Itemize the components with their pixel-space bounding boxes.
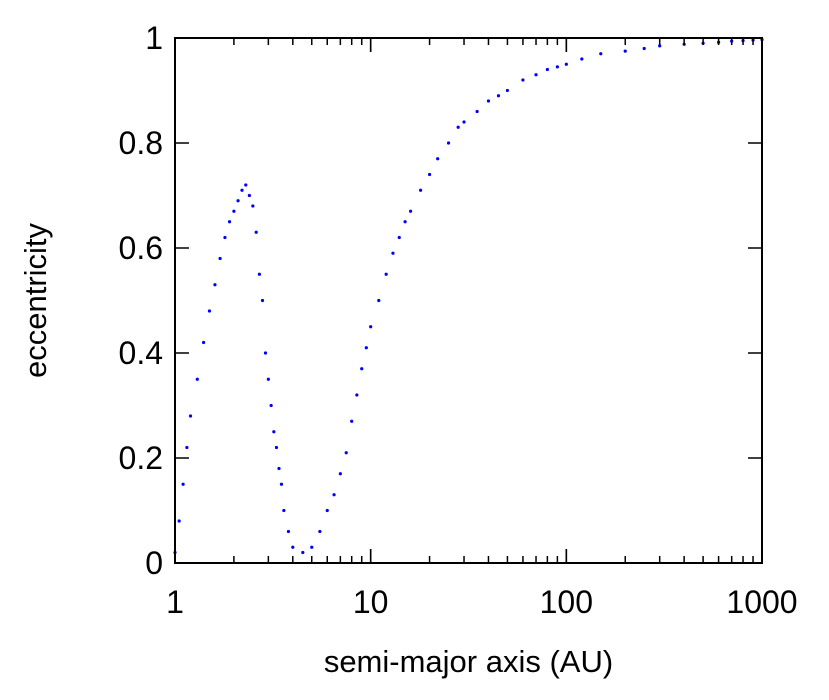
data-point <box>364 346 368 350</box>
data-point <box>247 193 251 198</box>
data-point <box>534 73 538 77</box>
data-point <box>427 172 432 177</box>
data-point <box>177 519 181 523</box>
data-point <box>254 230 258 234</box>
data-point <box>521 78 525 82</box>
data-point <box>642 46 646 51</box>
data-point <box>207 309 212 313</box>
data-point <box>223 235 227 240</box>
data-point <box>227 220 232 224</box>
data-point <box>409 209 413 213</box>
data-point <box>244 183 248 187</box>
scatter-points <box>173 37 764 555</box>
data-point <box>462 120 466 124</box>
data-point <box>277 466 281 471</box>
data-point <box>263 351 268 355</box>
data-point <box>251 204 255 208</box>
data-point <box>213 283 217 287</box>
tick-labels: 1 10 100 1000 0 0.2 0.4 0.6 0.8 1 <box>119 20 798 620</box>
data-point <box>397 235 401 240</box>
data-point <box>260 298 265 303</box>
data-point <box>269 403 273 408</box>
data-point <box>282 508 286 513</box>
x-axis-label: semi-major axis (AU) <box>324 644 613 679</box>
data-point <box>201 340 206 345</box>
data-point <box>419 188 423 192</box>
data-point <box>599 52 603 56</box>
data-point <box>310 545 314 549</box>
data-point <box>279 482 284 486</box>
data-point <box>195 377 199 381</box>
data-point <box>377 298 381 303</box>
data-point <box>325 508 329 513</box>
x-tick-label: 1 <box>166 584 184 620</box>
data-point <box>188 414 193 418</box>
data-point <box>274 445 279 450</box>
plot-frame <box>174 37 763 564</box>
data-point <box>257 272 261 276</box>
data-point <box>240 188 244 192</box>
y-tick-label: 0.2 <box>119 440 163 476</box>
y-axis-label: eccentricity <box>18 222 53 378</box>
y-tick-label: 0.4 <box>119 335 163 371</box>
data-point <box>272 430 276 434</box>
data-point <box>291 545 295 549</box>
data-point <box>436 157 440 161</box>
data-point <box>301 550 305 555</box>
data-point <box>580 57 584 61</box>
data-point <box>545 67 549 72</box>
data-point <box>332 493 336 497</box>
x-tick-label: 100 <box>540 584 593 620</box>
data-point <box>456 125 460 129</box>
y-tick-label: 0.6 <box>119 230 163 266</box>
data-point <box>369 325 373 329</box>
data-point <box>555 65 559 69</box>
data-point <box>496 94 501 98</box>
data-point <box>475 109 479 114</box>
data-point <box>286 529 291 534</box>
x-tick-label: 1000 <box>726 584 797 620</box>
data-point <box>350 419 354 423</box>
data-point <box>344 451 348 455</box>
y-tick-label: 0 <box>145 545 163 581</box>
data-point <box>384 272 388 276</box>
data-point <box>218 256 222 261</box>
data-point <box>181 482 185 486</box>
data-point <box>232 209 236 213</box>
data-point <box>623 49 627 53</box>
data-point <box>564 62 568 66</box>
data-point <box>266 377 270 381</box>
data-point <box>318 529 322 534</box>
x-tick-label: 10 <box>353 584 389 620</box>
data-point <box>505 88 510 93</box>
data-point <box>338 472 342 476</box>
y-tick-label: 1 <box>145 20 163 56</box>
data-point <box>658 44 662 48</box>
data-point <box>391 251 395 255</box>
data-point <box>446 141 451 145</box>
data-point <box>360 367 364 371</box>
data-point <box>185 445 189 450</box>
data-point <box>236 199 240 203</box>
data-point <box>355 393 359 397</box>
data-point <box>403 220 407 224</box>
y-tick-label: 0.8 <box>119 125 163 161</box>
axis-ticks <box>174 37 763 564</box>
data-point <box>486 99 491 103</box>
